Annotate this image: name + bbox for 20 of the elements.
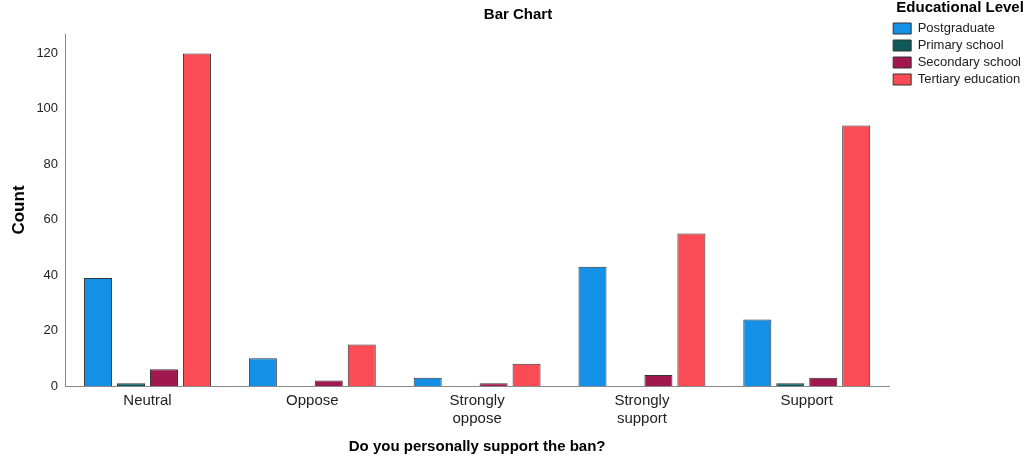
x-tick-label: Support xyxy=(780,391,834,409)
y-tick-label: 20 xyxy=(43,322,59,338)
y-axis-title: Count xyxy=(8,185,28,235)
legend-title: Educational Level xyxy=(896,0,1024,15)
x-tick-label: Neutral xyxy=(123,391,172,409)
y-tick-label: 40 xyxy=(43,266,59,282)
legend-label: Secondary school xyxy=(917,54,1022,70)
y-tick-label: 100 xyxy=(36,100,59,116)
x-tick-label: Strongly support xyxy=(614,391,670,427)
x-tick-label: Strongly oppose xyxy=(449,391,506,427)
x-tick-label: Oppose xyxy=(286,391,339,409)
legend-label: Postgraduate xyxy=(917,20,995,36)
legend-label: Primary school xyxy=(917,37,1004,53)
y-tick-label: 120 xyxy=(36,44,59,60)
legend-label: Tertiary education xyxy=(917,71,1021,87)
chart-title: Bar Chart xyxy=(483,5,553,23)
y-tick-label: 0 xyxy=(50,377,59,393)
y-tick-label: 80 xyxy=(43,155,59,171)
x-axis-title: Do you personally support the ban? xyxy=(348,437,606,455)
y-tick-label: 60 xyxy=(43,211,59,227)
